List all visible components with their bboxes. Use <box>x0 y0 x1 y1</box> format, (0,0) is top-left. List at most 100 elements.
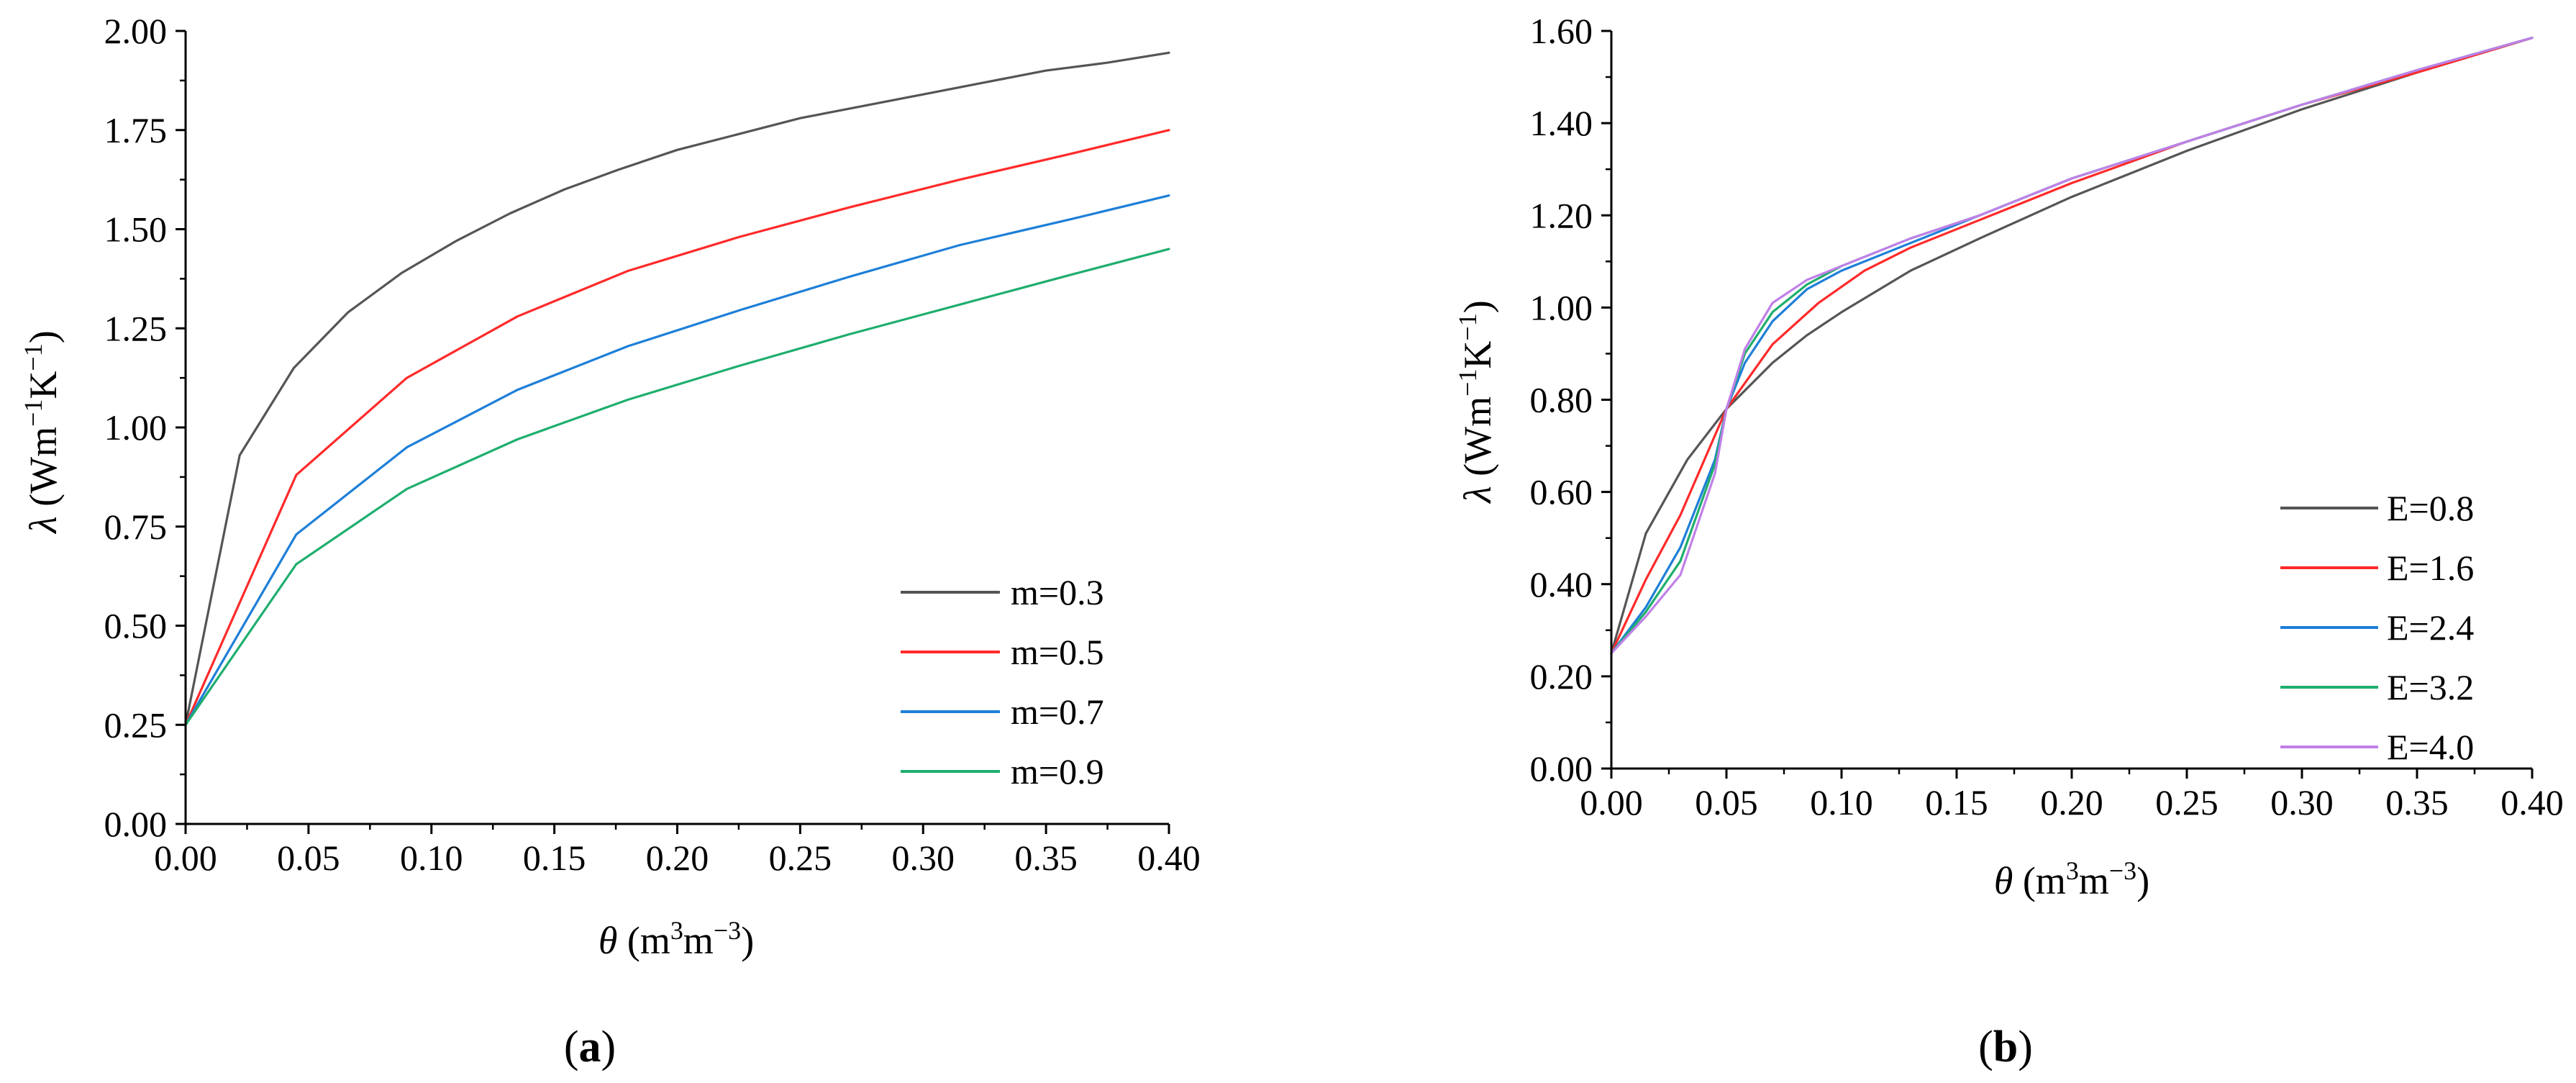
chart-b-legend: E=0.8 E=1.6 E=2.4 E=3.2 E=4.0 <box>2280 488 2474 767</box>
chart-a-y-tick-label: 0.00 <box>104 804 168 844</box>
chart-a-x-axis-label: θ (m3m−3) <box>599 916 754 962</box>
chart-a-ylabel-sup1: −1 <box>19 399 47 427</box>
chart-a-xlabel-unit-open: (m <box>617 919 670 962</box>
chart-b-legend-label-1: E=0.8 <box>2387 488 2474 528</box>
chart-b-x-tick-label: 0.40 <box>2500 782 2564 823</box>
chart-a-series-line-4 <box>184 248 1170 726</box>
chart-a-legend-label-1: m=0.3 <box>1011 572 1104 612</box>
chart-a-ylabel-unit-open: (Wm <box>22 427 65 516</box>
chart-b-legend-label-5: E=4.0 <box>2387 727 2474 767</box>
chart-a-y-tick-label: 0.25 <box>104 704 168 745</box>
chart-b-x-tick-label: 0.30 <box>2270 782 2334 823</box>
chart-a-series-line-1 <box>184 51 1170 726</box>
chart-a-y-tick-label: 1.00 <box>104 407 168 448</box>
chart-a-y-tick-label: 0.50 <box>104 606 168 646</box>
chart-a-x-tick-label: 0.20 <box>646 838 709 878</box>
chart-b-y-tick-label: 0.60 <box>1530 472 1593 512</box>
chart-a-x-tick-label: 0.10 <box>400 838 463 878</box>
chart-b-y-tick-label: 0.20 <box>1530 656 1593 697</box>
panel-label-a-letter: a <box>579 1023 601 1071</box>
chart-a-x-tick-label: 0.40 <box>1137 838 1201 878</box>
chart-b-series-line-5 <box>1610 36 2534 655</box>
panel-label-a: (a) <box>564 1023 616 1071</box>
chart-b-y-tick-label: 0.00 <box>1530 748 1593 789</box>
chart-a-ylabel-unit-close: ) <box>22 330 65 343</box>
chart-a-xlabel-sup1: 3 <box>670 916 683 945</box>
chart-b-series-line-1 <box>1610 36 2534 655</box>
chart-b-legend-label-2: E=1.6 <box>2387 548 2474 588</box>
chart-b-xlabel-unit-mid: m <box>2079 859 2109 902</box>
panel-label-b-letter: b <box>1993 1023 2018 1071</box>
chart-a-x-tick-label: 0.15 <box>523 838 586 878</box>
chart-b-x-tick-label: 0.20 <box>2040 782 2103 823</box>
panel-label-b-close: ) <box>2018 1023 2033 1071</box>
chart-b-x-tick-label: 0.10 <box>1810 782 1873 823</box>
chart-a-xlabel-sup2: −3 <box>714 916 741 945</box>
chart-a-series-lines <box>184 51 1170 726</box>
chart-b-legend-label-3: E=2.4 <box>2387 607 2474 648</box>
chart-b-ylabel-sup2: −1 <box>1453 313 1482 340</box>
chart-b-ylabel-symbol: λ <box>1456 486 1499 504</box>
chart-a-x-tick-label: 0.05 <box>277 838 340 878</box>
chart-a-y-tick-labels: 0.00 0.25 0.50 0.75 1.00 1.25 1.50 1.75 2.00 <box>104 11 168 844</box>
chart-a-legend-label-3: m=0.7 <box>1011 692 1104 732</box>
chart-panel-a: 0.00 0.05 0.10 0.15 0.20 0.25 0.30 0.35 0.40 0.0… <box>19 11 1201 1071</box>
chart-b-x-tick-label: 0.35 <box>2385 782 2449 823</box>
panel-label-b-open: ( <box>1978 1023 1993 1071</box>
chart-a-y-tick-label: 2.00 <box>104 11 168 51</box>
chart-a-x-tick-label: 0.30 <box>892 838 955 878</box>
chart-panel-b: 0.00 0.05 0.10 0.15 0.20 0.25 0.30 0.35 0.40 0.0… <box>1453 11 2564 1071</box>
chart-b-y-tick-label: 1.00 <box>1530 287 1593 327</box>
chart-a-ylabel-unit-mid: K <box>22 371 65 399</box>
chart-b-x-tick-label: 0.00 <box>1580 782 1643 823</box>
chart-a-x-tick-label: 0.00 <box>154 838 217 878</box>
chart-b-y-tick-label: 1.40 <box>1530 103 1593 143</box>
chart-b-series-lines <box>1610 36 2534 655</box>
panel-label-b: (b) <box>1978 1023 2033 1071</box>
chart-b-xlabel-symbol: θ <box>1994 859 2013 902</box>
chart-b-x-tick-label: 0.15 <box>1925 782 1988 823</box>
chart-b-xlabel-sup2: −3 <box>2109 856 2136 885</box>
chart-a-series-line-2 <box>184 129 1170 726</box>
chart-b-xlabel-unit-open: (m <box>2013 859 2066 902</box>
chart-b-y-tick-label: 1.60 <box>1530 11 1593 51</box>
chart-a-xlabel-unit-close: ) <box>741 919 754 962</box>
chart-a-y-tick-label: 0.75 <box>104 507 168 547</box>
chart-b-y-tick-labels: 0.00 0.20 0.40 0.60 0.80 1.00 1.20 1.40 1.60 <box>1530 11 1593 789</box>
chart-b-x-tick-label: 0.25 <box>2155 782 2218 823</box>
chart-b-xlabel-unit-close: ) <box>2136 859 2149 902</box>
chart-b-legend-label-4: E=3.2 <box>2387 667 2474 707</box>
chart-b-y-axis-label: λ (Wm−1K−1) <box>1453 300 1499 504</box>
chart-b-x-tick-label: 0.05 <box>1695 782 1758 823</box>
chart-b-ylabel-sup1: −1 <box>1453 369 1482 397</box>
chart-a-ylabel-sup2: −1 <box>19 343 47 371</box>
chart-a-axes <box>176 30 1170 834</box>
chart-b-ylabel-unit-mid: K <box>1456 341 1499 369</box>
chart-a-y-tick-label: 1.50 <box>104 209 168 250</box>
chart-b-ylabel-unit-open: (Wm <box>1456 397 1499 486</box>
chart-a-x-tick-labels: 0.00 0.05 0.10 0.15 0.20 0.25 0.30 0.35 0.40 <box>154 838 1201 878</box>
panel-label-a-close: ) <box>601 1023 616 1071</box>
chart-a-y-tick-label: 1.25 <box>104 308 168 348</box>
chart-b-xlabel-sup1: 3 <box>2066 856 2079 885</box>
chart-a-legend-label-4: m=0.9 <box>1011 751 1104 792</box>
chart-a-x-tick-label: 0.35 <box>1014 838 1078 878</box>
chart-a-xlabel-unit-mid: m <box>683 919 714 962</box>
chart-a-y-axis-label: λ (Wm−1K−1) <box>19 330 65 534</box>
chart-b-x-tick-labels: 0.00 0.05 0.10 0.15 0.20 0.25 0.30 0.35 0.40 <box>1580 782 2564 823</box>
chart-b-axes <box>1601 30 2534 779</box>
chart-a-legend: m=0.3 m=0.5 m=0.7 m=0.9 <box>901 572 1104 792</box>
chart-a-ylabel-symbol: λ <box>22 516 65 534</box>
chart-a-y-tick-label: 1.75 <box>104 110 168 150</box>
panel-label-a-open: ( <box>564 1023 579 1071</box>
chart-a-x-tick-label: 0.25 <box>769 838 832 878</box>
chart-b-y-tick-label: 1.20 <box>1530 195 1593 235</box>
chart-b-y-tick-label: 0.40 <box>1530 564 1593 604</box>
chart-a-xlabel-symbol: θ <box>599 919 618 962</box>
chart-a-series-line-3 <box>184 194 1170 726</box>
chart-b-ylabel-unit-close: ) <box>1456 300 1499 313</box>
chart-b-x-axis-label: θ (m3m−3) <box>1994 856 2149 902</box>
chart-a-legend-label-2: m=0.5 <box>1011 632 1104 672</box>
chart-b-y-tick-label: 0.80 <box>1530 380 1593 420</box>
